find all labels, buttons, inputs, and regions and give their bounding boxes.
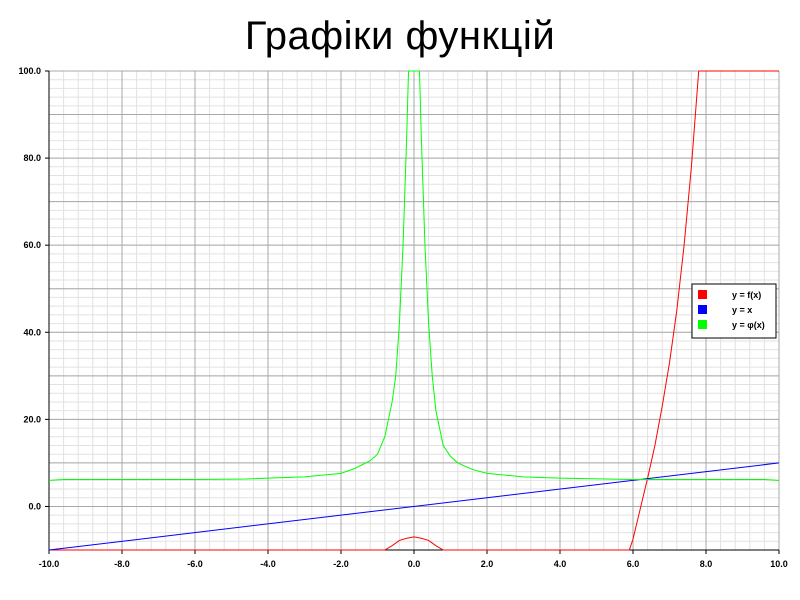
y-tick-label: 80.0 <box>23 153 41 163</box>
x-tick-label: 2.0 <box>481 559 494 569</box>
x-tick-label: -4.0 <box>260 559 276 569</box>
x-tick-label: 8.0 <box>700 559 713 569</box>
x-tick-label: 6.0 <box>627 559 640 569</box>
major-grid <box>48 70 780 551</box>
x-tick-label: -8.0 <box>114 559 130 569</box>
chart-title: Графіки функцій <box>244 14 556 58</box>
legend-label: y = f(x) <box>732 290 761 300</box>
y-tick-label: 20.0 <box>23 414 41 424</box>
y-tick-label: 40.0 <box>23 327 41 337</box>
y-tick-label: 100.0 <box>18 66 41 76</box>
y-tick-label: 60.0 <box>23 240 41 250</box>
x-tick-label: -2.0 <box>333 559 349 569</box>
x-tick-label: 4.0 <box>554 559 567 569</box>
x-tick-label: -6.0 <box>187 559 203 569</box>
x-tick-label: -10.0 <box>39 559 60 569</box>
y-tick-label: 0.0 <box>28 501 41 511</box>
legend-label: y = φ(x) <box>732 320 765 330</box>
x-tick-label: 10.0 <box>770 559 788 569</box>
series-line-0 <box>49 70 779 551</box>
legend-swatch <box>698 290 707 299</box>
legend-label: y = x <box>732 305 752 315</box>
series-line-1 <box>49 462 779 551</box>
series-line-2 <box>49 70 779 481</box>
legend-swatch <box>698 305 707 314</box>
x-tick-label: 0.0 <box>408 559 421 569</box>
legend-swatch <box>698 320 707 329</box>
